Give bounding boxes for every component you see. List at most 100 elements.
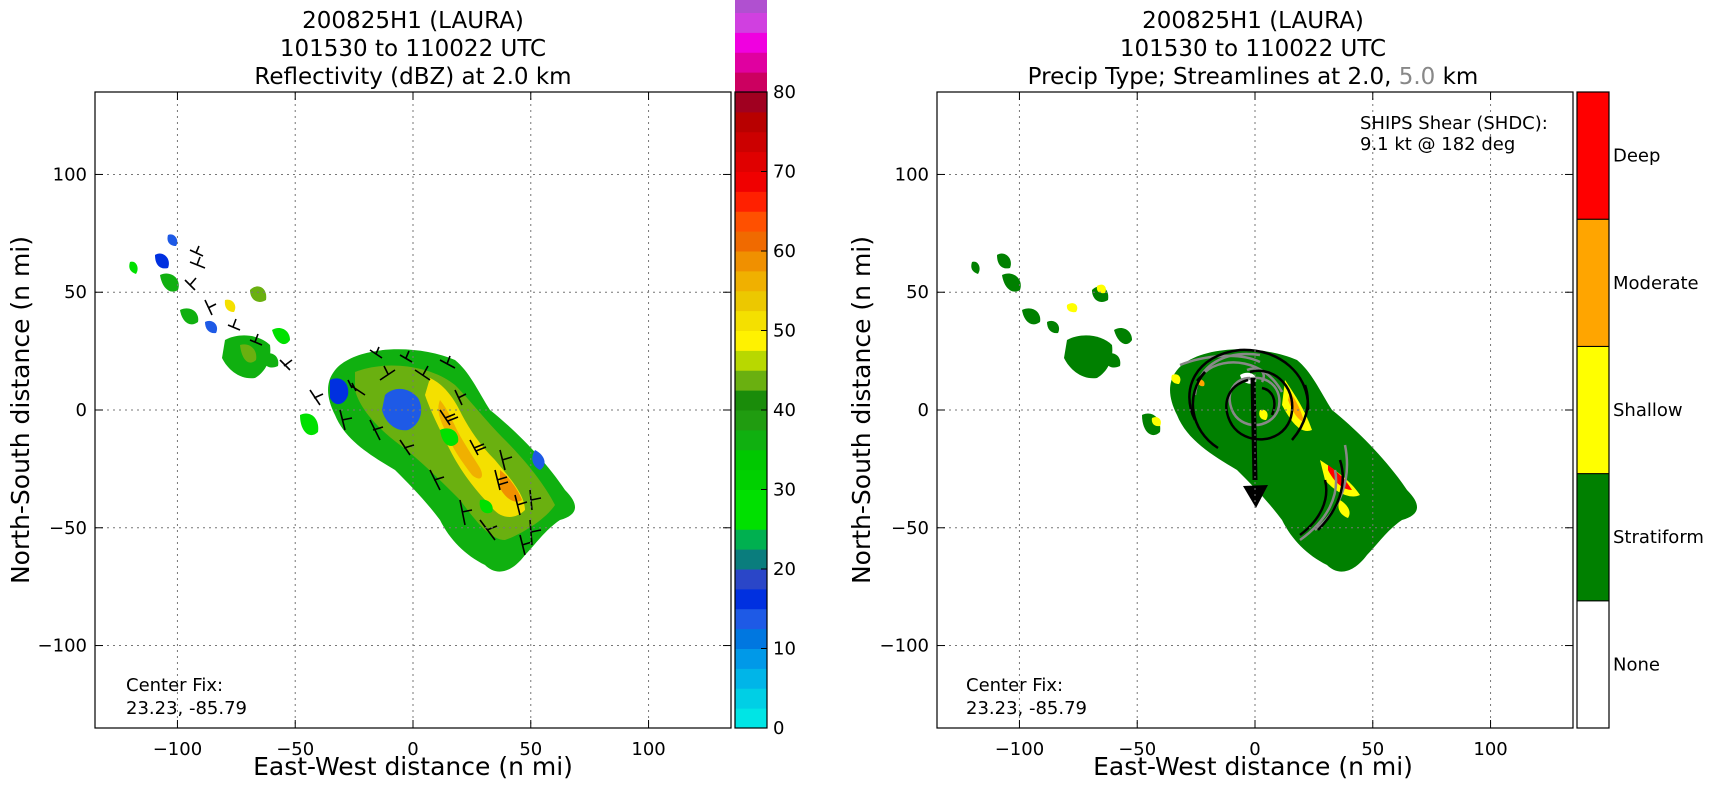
right-y-axis-label: North-South distance (n mi) <box>847 236 876 584</box>
colorbar-segment <box>735 569 767 590</box>
colorbar-tick-label: 50 <box>773 321 796 342</box>
category-swatch <box>1576 345 1610 475</box>
colorbar-segment <box>735 608 767 630</box>
colorbar-segment <box>735 588 767 610</box>
category-label: Moderate <box>1613 273 1699 294</box>
colorbar-segment <box>735 32 767 53</box>
left-center-fix-label: Center Fix: <box>126 675 223 696</box>
category-swatch <box>1576 473 1610 602</box>
right-center-fix-value: 23.23, -85.79 <box>966 698 1087 719</box>
left-center-fix-value: 23.23, -85.79 <box>126 698 247 719</box>
colorbar-tick-label: 10 <box>773 639 796 660</box>
colorbar-segment <box>735 310 767 331</box>
category-label: Stratiform <box>1613 527 1704 548</box>
y-tick-label: −100 <box>880 636 929 657</box>
right-title-line-2: 101530 to 110022 UTC <box>1120 36 1386 62</box>
colorbar-segment <box>735 0 767 13</box>
category-label: Deep <box>1613 146 1660 167</box>
colorbar-segment <box>735 449 767 471</box>
reflectivity-field <box>129 234 576 572</box>
colorbar-segment <box>735 52 767 73</box>
x-tick-label: −100 <box>995 739 1044 760</box>
colorbar-segment <box>735 231 767 252</box>
colorbar-segment <box>735 549 767 570</box>
colorbar-segment <box>735 251 767 272</box>
colorbar-tick-label: 40 <box>773 400 796 421</box>
colorbar-segment <box>735 171 767 192</box>
left-ticks: −100 −50 0 50 100 −100 −50 0 50 100 <box>38 92 731 760</box>
reflectivity-echo-bands <box>129 234 319 436</box>
colorbar-segment <box>735 151 767 172</box>
x-tick-label: 100 <box>631 739 665 760</box>
title-prefix: Precip Type; Streamlines at 2.0, <box>1028 64 1399 90</box>
colorbar-segment <box>735 529 767 550</box>
colorbar-segment <box>735 628 767 649</box>
category-swatch <box>1576 600 1610 729</box>
left-x-axis-label: East-West distance (n mi) <box>253 752 573 781</box>
y-tick-label: −100 <box>38 636 87 657</box>
category-label: None <box>1613 654 1660 675</box>
colorbar-segment <box>735 350 767 371</box>
y-tick-label: 100 <box>53 164 87 185</box>
colorbar-segment <box>735 489 767 510</box>
streamlines-5km <box>1179 352 1349 542</box>
colorbar-segment <box>735 72 767 93</box>
left-y-axis-label: North-South distance (n mi) <box>6 236 35 584</box>
streamlines-2km <box>1188 348 1344 536</box>
colorbar-tick-label: 0 <box>773 718 784 739</box>
shear-vector <box>1243 377 1268 508</box>
right-x-axis-label: East-West distance (n mi) <box>1093 752 1413 781</box>
colorbar-segment <box>735 191 767 212</box>
colorbar-tick-label: 20 <box>773 559 796 580</box>
colorbar-segment <box>735 92 767 113</box>
precip-type-colorbar-frame <box>1576 91 1610 729</box>
category-label: Shallow <box>1613 400 1683 421</box>
title-suffix: km <box>1435 64 1478 90</box>
category-swatch <box>1576 218 1610 347</box>
reflectivity-panel: 200825H1 (LAURA) 101530 to 110022 UTC Re… <box>6 0 796 781</box>
colorbar-segment <box>735 688 767 709</box>
y-tick-label: 50 <box>64 282 87 303</box>
category-swatch <box>1576 91 1610 220</box>
colorbar-segment <box>735 708 767 729</box>
left-title-line-3: Reflectivity (dBZ) at 2.0 km <box>254 64 571 90</box>
left-title-line-2: 101530 to 110022 UTC <box>280 36 546 62</box>
reflectivity-echo-main <box>328 349 576 572</box>
colorbar-segment <box>735 429 767 451</box>
precip-type-panel: 200825H1 (LAURA) 101530 to 110022 UTC Pr… <box>847 8 1704 781</box>
x-tick-label: −100 <box>153 739 202 760</box>
x-tick-label: 100 <box>1473 739 1507 760</box>
right-ticks: −100 −50 0 50 100 −100 −50 0 50 100 <box>880 92 1573 760</box>
colorbar-segment <box>735 469 767 490</box>
right-title-line-1: 200825H1 (LAURA) <box>1142 8 1364 34</box>
precip-echo <box>971 253 1418 572</box>
y-tick-label: 100 <box>895 164 929 185</box>
precip-type-field <box>971 253 1418 572</box>
title-highlight: 5.0 <box>1399 64 1436 90</box>
x-tick-label: −50 <box>276 739 314 760</box>
colorbar-segment <box>735 668 767 689</box>
y-tick-label: −50 <box>49 518 87 539</box>
y-tick-label: 0 <box>918 400 929 421</box>
y-tick-label: −50 <box>891 518 929 539</box>
colorbar-segment <box>735 410 767 431</box>
colorbar-tick-label: 30 <box>773 480 796 501</box>
colorbar-tick-label: 80 <box>773 82 796 103</box>
x-tick-label: −50 <box>1118 739 1156 760</box>
x-tick-label: 50 <box>1361 739 1384 760</box>
colorbar-segment <box>735 330 767 351</box>
colorbar-segment <box>735 509 767 530</box>
colorbar-segment <box>735 270 767 292</box>
colorbar-segment <box>735 390 767 411</box>
shear-value: 9.1 kt @ 182 deg <box>1360 134 1515 155</box>
left-title-line-1: 200825H1 (LAURA) <box>302 8 524 34</box>
reflectivity-colorbar-ticks: 0 10 20 30 40 50 60 70 80 <box>761 82 796 739</box>
x-tick-label: 50 <box>519 739 542 760</box>
x-tick-label: 0 <box>407 739 418 760</box>
colorbar-segment <box>735 131 767 153</box>
colorbar-segment <box>735 12 767 33</box>
right-center-fix-label: Center Fix: <box>966 675 1063 696</box>
colorbar-segment <box>735 370 767 391</box>
right-title-line-3: Precip Type; Streamlines at 2.0, 5.0 km <box>1028 64 1479 90</box>
